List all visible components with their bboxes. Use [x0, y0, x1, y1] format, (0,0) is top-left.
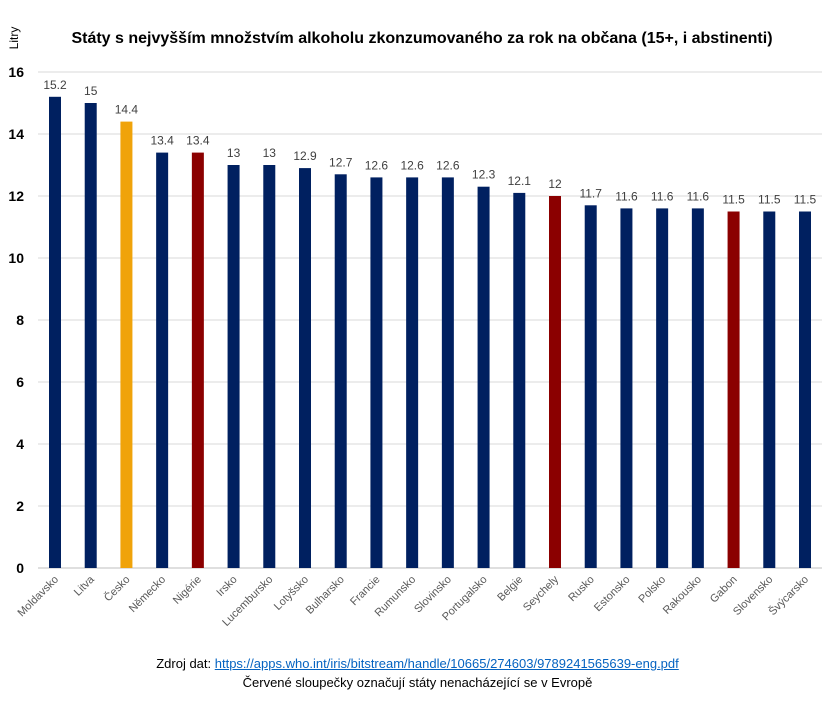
- y-tick-label: 6: [16, 374, 24, 390]
- bar: [370, 177, 383, 568]
- x-tick-label: Rusko: [566, 574, 597, 605]
- bar: [441, 177, 454, 568]
- x-tick-label: Rakousko: [661, 574, 704, 617]
- data-label: 11.5: [758, 193, 781, 207]
- bar: [763, 211, 776, 568]
- x-tick-label: Belgie: [495, 574, 525, 604]
- y-axis-label: Litry: [7, 27, 21, 50]
- data-label: 12.6: [365, 158, 389, 172]
- bar: [299, 168, 311, 568]
- x-tick-label: Gabon: [708, 574, 740, 606]
- source-line: Zdroj dat: https://apps.who.int/iris/bit…: [0, 656, 835, 671]
- x-tick-label: Německo: [127, 574, 168, 615]
- y-tick-label: 2: [16, 498, 24, 514]
- footer-note: Červené sloupečky označují státy nenachá…: [242, 675, 593, 690]
- bar: [477, 186, 490, 568]
- source-link[interactable]: https://apps.who.int/iris/bitstream/hand…: [214, 656, 679, 671]
- data-label: 12.1: [508, 174, 532, 188]
- bar: [84, 103, 97, 568]
- data-label: 12.7: [329, 155, 353, 169]
- data-label: 14.4: [115, 103, 139, 117]
- bar: [263, 165, 276, 568]
- data-label: 12.6: [400, 158, 424, 172]
- data-label: 13.4: [186, 134, 210, 148]
- data-label: 15.2: [43, 78, 67, 92]
- data-label: 12.3: [472, 168, 496, 182]
- data-label: 13: [263, 146, 277, 160]
- data-label: 13.4: [150, 134, 174, 148]
- bar: [513, 192, 526, 568]
- x-tick-label: Irsko: [214, 574, 239, 599]
- x-tick-label: Bulharsko: [304, 574, 347, 617]
- bar: [656, 208, 669, 568]
- y-tick-label: 16: [8, 64, 24, 80]
- data-label: 11.7: [579, 186, 602, 200]
- x-tick-label: Seychely: [521, 573, 561, 613]
- bar: [406, 177, 419, 568]
- bar: [727, 211, 740, 568]
- data-label: 11.6: [651, 189, 674, 203]
- data-label: 11.5: [794, 193, 817, 207]
- x-tick-label: Nigérie: [171, 574, 204, 607]
- bar: [227, 165, 240, 568]
- data-label: 13: [227, 146, 241, 160]
- y-tick-label: 0: [16, 560, 24, 576]
- data-label: 15: [84, 84, 98, 98]
- x-tick-label: Litva: [72, 573, 98, 599]
- x-tick-label: Estonsko: [592, 574, 632, 614]
- y-tick-label: 14: [8, 126, 24, 142]
- chart-title: Státy s nejvyšším množstvím alkoholu zko…: [71, 30, 772, 47]
- bar: [191, 152, 204, 568]
- data-label: 11.6: [687, 189, 710, 203]
- x-tick-label: Francie: [348, 574, 382, 608]
- bar: [799, 211, 811, 568]
- data-label: 12.6: [436, 158, 460, 172]
- data-label: 11.5: [722, 193, 745, 207]
- bar: [334, 174, 347, 569]
- bar: [49, 96, 61, 569]
- y-tick-label: 4: [16, 436, 24, 452]
- y-tick-label: 10: [8, 250, 24, 266]
- bar-chart: Státy s nejvyšším množstvím alkoholu zko…: [7, 27, 822, 629]
- data-label: 11.6: [615, 189, 638, 203]
- x-tick-label: Česko: [101, 573, 132, 604]
- bar: [691, 208, 704, 568]
- x-tick-label: Moldavsko: [15, 574, 61, 620]
- data-label: 12.9: [293, 149, 317, 163]
- y-tick-label: 8: [16, 312, 24, 328]
- bar: [120, 121, 133, 568]
- data-label: 12: [548, 177, 562, 191]
- x-tick-label: Polsko: [636, 574, 668, 606]
- bar: [620, 208, 633, 568]
- source-prefix: Zdroj dat:: [156, 656, 215, 671]
- bar: [156, 152, 169, 568]
- bar: [549, 196, 561, 568]
- y-tick-label: 12: [8, 188, 24, 204]
- bar: [584, 205, 597, 569]
